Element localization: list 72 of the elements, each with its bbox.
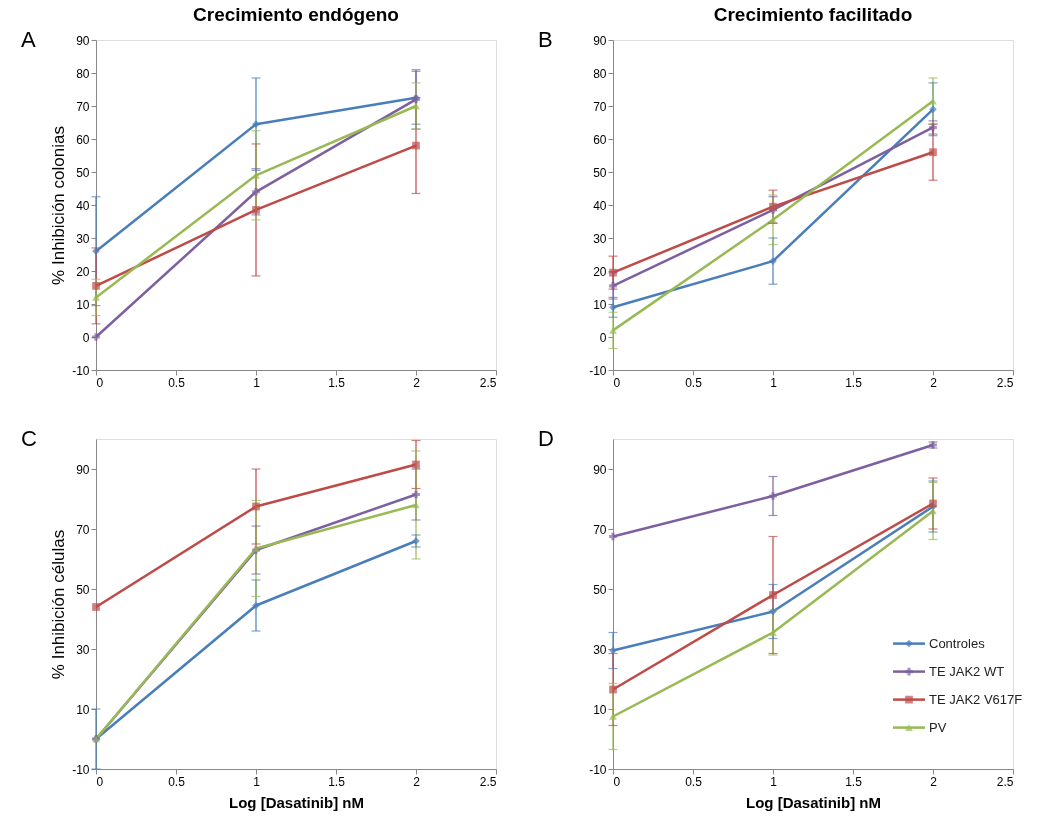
y-tick-label: 90 [593, 33, 607, 48]
y-tick-label: 30 [593, 231, 607, 246]
x-tick-label: 2.5 [996, 375, 1014, 390]
y-axis-title: % Inhibición células [49, 529, 69, 680]
y-tick-label: 10 [593, 702, 607, 717]
x-tick-label: 2 [413, 774, 421, 789]
x-tick-label: 1.5 [845, 375, 863, 390]
x-tick-label: 0 [96, 774, 104, 789]
x-tick-label: 1.5 [328, 375, 346, 390]
x-tick-label: 1.5 [845, 774, 863, 789]
y-axis-title: % Inhibición colonias [49, 126, 69, 285]
y-tick-label: 50 [593, 582, 607, 597]
y-tick-label: -10 [589, 762, 607, 777]
y-tick-label: 10 [76, 702, 90, 717]
y-tick-label: 70 [593, 522, 607, 537]
x-tick-label: 1 [770, 774, 778, 789]
y-tick-label: 70 [76, 522, 90, 537]
y-tick-label: 80 [593, 66, 607, 81]
y-tick-label: 0 [82, 330, 90, 345]
y-tick-label: 60 [593, 132, 607, 147]
y-tick-label: 90 [76, 33, 90, 48]
x-axis-title: Log [Dasatinib] nM [746, 793, 881, 811]
y-tick-label: 10 [593, 297, 607, 312]
y-tick-label: 90 [593, 462, 607, 477]
chart-title: Crecimiento facilitado [713, 4, 913, 25]
text: B [538, 27, 553, 52]
y-tick-label: 0 [599, 330, 607, 345]
x-tick-label: 1.5 [328, 774, 346, 789]
x-tick-label: 0.5 [685, 375, 703, 390]
x-tick-label: 0 [613, 774, 621, 789]
y-tick-label: 20 [76, 264, 90, 279]
x-axis-title: Log [Dasatinib] nM [229, 793, 364, 811]
y-tick-label: 40 [593, 198, 607, 213]
x-tick-label: 0 [96, 375, 104, 390]
legend-label: PV [929, 719, 947, 735]
y-tick-label: 30 [76, 642, 90, 657]
y-tick-label: 50 [76, 582, 90, 597]
x-tick-label: 0.5 [168, 774, 186, 789]
y-tick-label: -10 [589, 363, 607, 378]
legend-label: TE JAK2 WT [929, 663, 1005, 679]
x-tick-label: 1 [253, 375, 261, 390]
text: A [21, 27, 36, 52]
text: C [21, 426, 37, 451]
chart-title: Crecimiento endógeno [193, 4, 399, 25]
y-tick-label: 20 [593, 264, 607, 279]
y-tick-label: 90 [76, 462, 90, 477]
y-tick-label: -10 [72, 363, 90, 378]
x-tick-label: 0.5 [685, 774, 703, 789]
x-tick-label: 0.5 [168, 375, 186, 390]
x-tick-label: 0 [613, 375, 621, 390]
y-tick-label: 50 [593, 165, 607, 180]
x-tick-label: 2 [930, 375, 938, 390]
x-tick-label: 2 [413, 375, 421, 390]
y-tick-label: 80 [76, 66, 90, 81]
x-tick-label: 2.5 [479, 774, 497, 789]
y-tick-label: 30 [76, 231, 90, 246]
y-tick-label: -10 [72, 762, 90, 777]
y-tick-label: 30 [593, 642, 607, 657]
y-tick-label: 40 [76, 198, 90, 213]
y-tick-label: 50 [76, 165, 90, 180]
text: D [538, 426, 554, 451]
y-tick-label: 60 [76, 132, 90, 147]
x-tick-label: 1 [253, 774, 261, 789]
y-tick-label: 10 [76, 297, 90, 312]
x-tick-label: 1 [770, 375, 778, 390]
y-tick-label: 70 [593, 99, 607, 114]
legend-label: TE JAK2 V617F [929, 691, 1023, 707]
legend-label: Controles [929, 635, 986, 651]
x-tick-label: 2.5 [996, 774, 1014, 789]
x-tick-label: 2.5 [479, 375, 497, 390]
x-tick-label: 2 [930, 774, 938, 789]
y-tick-label: 70 [76, 99, 90, 114]
